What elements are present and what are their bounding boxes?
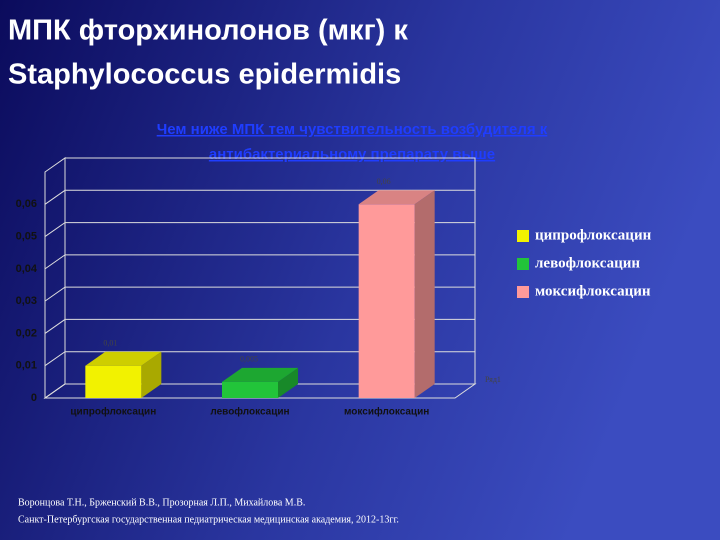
chart-title: антибактериальному препарату выше bbox=[209, 146, 495, 163]
footer: Воронцова Т.Н., Брженский В.В., Прозорна… bbox=[18, 497, 305, 508]
bar-top bbox=[358, 190, 435, 205]
footer: Санкт-Петербургская государственная педи… bbox=[18, 514, 399, 525]
x-tick-label: моксифлоксацин bbox=[344, 406, 429, 418]
legend-label: ципрофлоксацин bbox=[535, 227, 652, 243]
y-tick-label: 0,02 bbox=[16, 327, 37, 339]
bar bbox=[358, 204, 415, 398]
slide-title: Staphylococcus epidermidis bbox=[8, 59, 401, 91]
value-label: 0,01 bbox=[103, 339, 117, 348]
grid-line bbox=[44, 351, 475, 367]
y-tick-label: 0,04 bbox=[16, 263, 38, 275]
bar-top bbox=[222, 367, 298, 382]
bar-side bbox=[414, 190, 435, 398]
grid-line bbox=[44, 254, 475, 270]
legend-swatch bbox=[517, 230, 529, 242]
x-tick-label: левофлоксацин bbox=[210, 406, 289, 418]
grid-line bbox=[44, 383, 475, 399]
y-tick-label: 0,03 bbox=[16, 295, 37, 307]
legend-label: моксифлоксацин bbox=[535, 283, 651, 299]
grid-line bbox=[44, 222, 475, 237]
grid-line bbox=[44, 189, 475, 205]
grid-line bbox=[44, 318, 475, 334]
bar bbox=[222, 381, 278, 398]
slide-title: МПК фторхинолонов (мкг) к bbox=[8, 15, 408, 47]
y-tick-label: 0,01 bbox=[16, 360, 37, 372]
x-tick-label: ципрофлоксацин bbox=[70, 406, 156, 418]
bar-top bbox=[85, 351, 162, 366]
legend-label: левофлоксацин bbox=[535, 255, 640, 271]
y-tick-label: 0 bbox=[31, 392, 37, 404]
chart-title: Чем ниже МПК тем чувствительность возбуд… bbox=[157, 121, 548, 138]
bar-side bbox=[141, 351, 162, 398]
grid-line bbox=[44, 286, 475, 302]
y-tick-label: 0,06 bbox=[16, 198, 37, 210]
annotation: Ряд1 bbox=[485, 375, 501, 384]
y-tick-label: 0,05 bbox=[16, 230, 37, 242]
legend-swatch bbox=[517, 258, 529, 270]
bar bbox=[85, 365, 142, 398]
value-label: 0,005 bbox=[240, 355, 258, 364]
value-label: 0,06 bbox=[377, 177, 391, 186]
legend-swatch bbox=[517, 286, 529, 298]
bar-side bbox=[278, 367, 298, 398]
